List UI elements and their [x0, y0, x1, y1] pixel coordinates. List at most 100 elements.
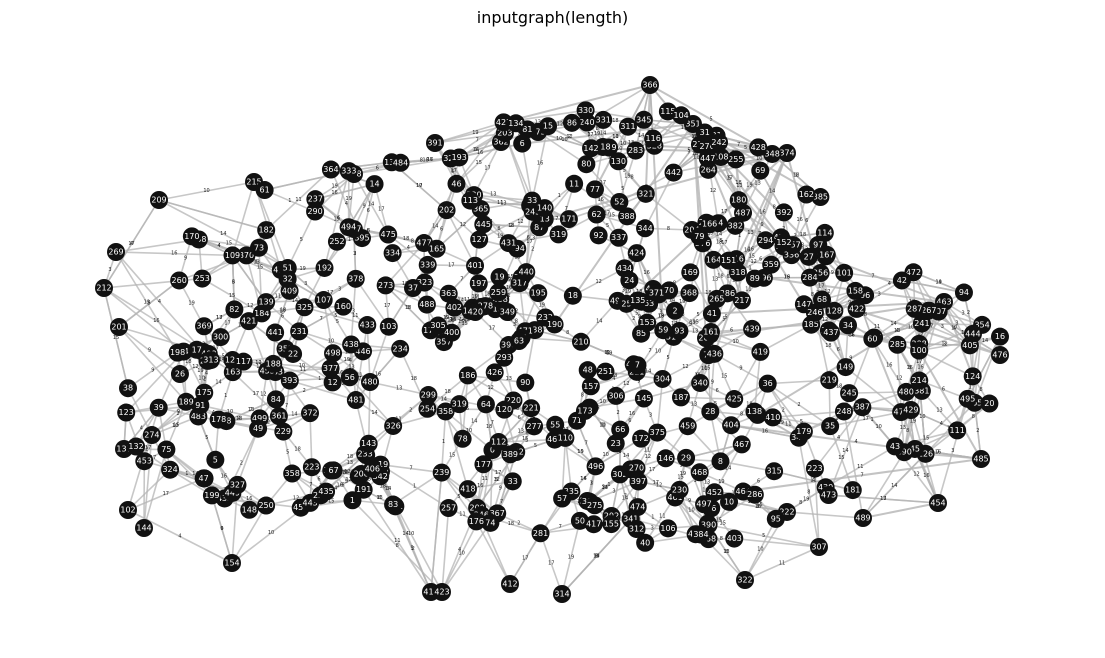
graph-edge: [531, 126, 549, 201]
node-label: 345: [636, 115, 651, 124]
node-label: 177: [476, 460, 491, 469]
edge-weight-label: 18: [411, 376, 417, 382]
node-label: 48: [583, 366, 593, 375]
node-label: 160: [336, 302, 351, 311]
graph-node: 274: [142, 426, 161, 445]
graph-edge: [198, 238, 260, 249]
node-label: 281: [533, 529, 548, 538]
graph-node: 495: [958, 389, 977, 408]
edge-weight-label: 5: [336, 319, 339, 325]
graph-node: 422: [847, 299, 866, 318]
graph-node: 441: [266, 323, 285, 342]
node-label: 487: [735, 208, 750, 217]
graph-edge: [521, 143, 533, 201]
graph-edge: [103, 199, 160, 289]
edge-weight-label: 4: [953, 325, 956, 331]
node-label: 494: [341, 223, 356, 232]
edge-weight-label: 10: [655, 348, 661, 354]
graph-node: 406: [363, 459, 382, 478]
chart-title: inputgraph(length): [476, 8, 629, 27]
graph-node: 145: [634, 389, 653, 408]
edge-weight-label: 5: [744, 145, 747, 151]
graph-node: 277: [525, 417, 544, 436]
node-label: 52: [614, 197, 624, 206]
node-label: 452: [707, 488, 722, 497]
node-label: 8: [718, 457, 723, 466]
graph-node: 186: [458, 366, 477, 385]
graph-node: 177: [474, 455, 493, 474]
node-label: 47: [199, 474, 209, 483]
node-label: 41: [707, 309, 717, 318]
edge-weight-label: 14: [842, 448, 848, 454]
graph-node: 403: [725, 529, 744, 548]
node-label: 384: [693, 530, 708, 539]
edge-weight-label: 7: [737, 142, 740, 148]
node-label: 475: [381, 230, 396, 239]
edge-weight-label: 3: [353, 251, 356, 257]
graph-node: 198: [168, 343, 187, 362]
edge-weight-label: 10: [602, 452, 608, 458]
node-label: 273: [378, 281, 393, 290]
graph-node: 372: [301, 404, 320, 423]
edge-weight-label: 14: [580, 476, 586, 482]
edge-weight-label: 6: [757, 478, 760, 484]
node-label: 66: [615, 425, 625, 434]
graph-edge: [434, 121, 504, 144]
node-label: 130: [611, 157, 626, 166]
graph-node: 23: [606, 434, 625, 453]
edge-weight-label: 10: [198, 375, 204, 381]
edge-weight-label: 8: [720, 536, 723, 542]
edge-weight-label: 6: [317, 476, 320, 482]
edge-weight-label: 19: [625, 289, 631, 295]
edge-weight-label: 14: [982, 338, 988, 344]
graph-node: 252: [327, 232, 346, 251]
edge-weight-label: 9: [711, 380, 714, 386]
graph-node: 212: [95, 279, 113, 297]
edge-weight-label: 4: [218, 243, 221, 249]
node-label: 32: [283, 275, 293, 284]
edge-weight-label: 17: [495, 470, 501, 476]
node-label: 63: [514, 337, 524, 346]
graph-node: 175: [195, 383, 214, 402]
graph-node: 419: [751, 342, 770, 361]
graph-node: 231: [290, 322, 309, 341]
node-label: 327: [230, 480, 245, 489]
graph-node: 49: [249, 419, 268, 438]
node-label: 74: [485, 518, 495, 527]
graph-edge: [760, 323, 812, 353]
node-label: 274: [144, 431, 159, 440]
edge-weight-label: 13: [712, 276, 718, 282]
edge-weight-label: 15: [229, 293, 235, 299]
node-label: 146: [658, 454, 673, 463]
graph-edge: [127, 469, 171, 511]
edge-weight-label: 7: [648, 348, 651, 354]
graph-node: 37: [404, 279, 423, 298]
graph-node: 438: [342, 335, 361, 354]
node-label: 314: [554, 590, 569, 599]
edge-weight-label: 2: [967, 310, 970, 316]
edge-weight-label: 7: [936, 450, 939, 456]
graph-edge: [445, 209, 476, 267]
edge-weight-label: 1: [558, 193, 561, 199]
graph-edge: [561, 518, 632, 595]
graph-node: 325: [295, 298, 314, 317]
graph-node: 124: [963, 367, 982, 386]
graph-edge: [643, 119, 701, 146]
edge-weight-label: 10: [756, 156, 762, 162]
graph-node: 10: [720, 492, 739, 511]
edge-weight-label: 8: [515, 319, 518, 325]
graph-node: 38: [119, 379, 138, 398]
node-label: 496: [588, 462, 603, 471]
node-label: 149: [838, 363, 853, 372]
edge-weight-label: 19: [188, 300, 194, 306]
node-label: 117: [236, 357, 251, 366]
edge-weight-label: 3: [941, 324, 944, 330]
node-label: 120: [497, 405, 512, 414]
graph-node: 368: [680, 284, 699, 303]
edge-weight-label: 14: [291, 412, 297, 418]
edge-weight-label: 12: [344, 469, 350, 475]
edge-weight-label: 10: [612, 134, 618, 140]
graph-node: 155: [602, 515, 621, 534]
graph-node: 78: [453, 429, 472, 448]
node-label: 104: [674, 111, 689, 120]
